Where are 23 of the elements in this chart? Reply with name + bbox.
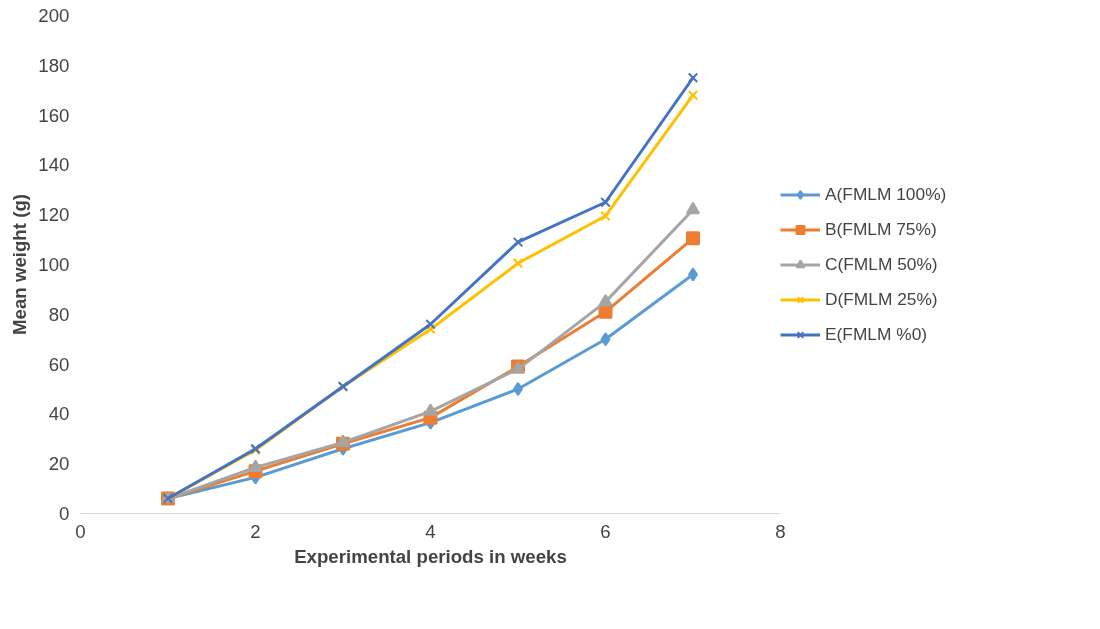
x-tick-label: 8 [775, 520, 786, 542]
x-tick-label: 6 [600, 520, 611, 542]
legend-label: E(FMLM %0) [825, 323, 929, 345]
legend-label: C(FMLM 50%) [825, 253, 939, 275]
y-tick-label: 120 [38, 204, 70, 226]
y-tick-label: 200 [38, 5, 70, 26]
y-tick-label: 180 [38, 54, 70, 76]
y-tick-label: 20 [48, 453, 70, 475]
y-tick-label: 60 [48, 353, 70, 375]
y-tick-label: 160 [38, 104, 70, 126]
y-tick-label: 140 [38, 154, 70, 176]
legend-label: D(FMLM 25%) [825, 288, 939, 310]
y-tick-label: 40 [48, 403, 70, 425]
y-tick-label: 100 [38, 254, 70, 275]
y-axis-title: Mean weight (g) [9, 194, 31, 335]
x-tick-label: 0 [75, 520, 86, 542]
legend-label: B(FMLM 75%) [825, 218, 938, 240]
legend-label: A(FMLM 100%) [825, 183, 948, 205]
x-tick-label: 4 [425, 520, 436, 542]
y-tick-label: 0 [59, 503, 70, 524]
y-tick-label: 80 [48, 303, 70, 325]
x-tick-label: 2 [250, 520, 261, 542]
x-axis-title: Experimental periods in weeks [294, 545, 567, 567]
